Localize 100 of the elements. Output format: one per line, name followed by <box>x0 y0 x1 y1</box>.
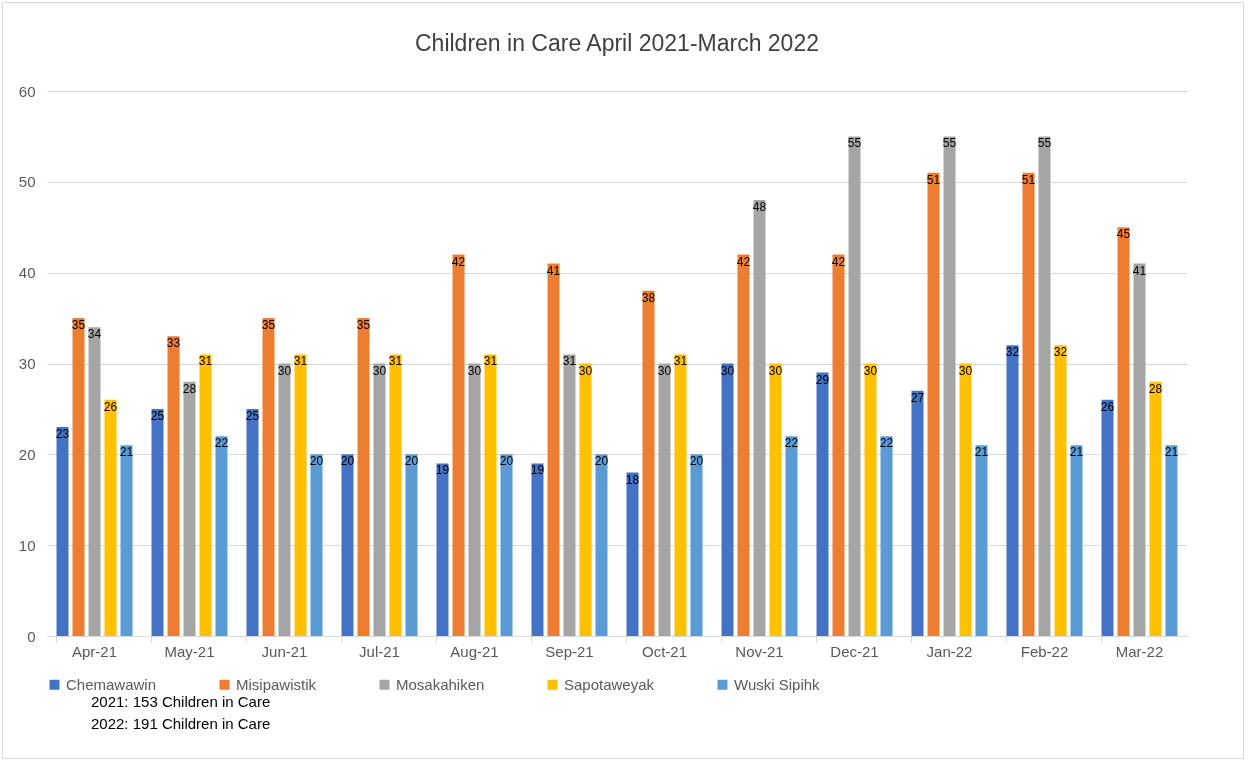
bar <box>626 472 639 636</box>
data-label: 30 <box>768 363 783 378</box>
legend-label: Misipawistik <box>236 675 317 693</box>
x-tick-label: Oct-21 <box>641 642 688 660</box>
data-label: 25 <box>150 408 165 423</box>
chart-title: Children in Care April 2021-March 2022 <box>415 30 819 56</box>
data-label: 21 <box>974 445 989 460</box>
data-label: 18 <box>625 472 640 487</box>
data-label: 42 <box>736 254 751 269</box>
bar <box>547 263 560 636</box>
bar <box>310 454 323 636</box>
data-label: 28 <box>182 381 197 396</box>
data-label: 30 <box>657 363 672 378</box>
y-tick-label: 20 <box>18 445 36 463</box>
bar <box>563 354 576 636</box>
x-tick-label: Apr-21 <box>71 642 118 660</box>
data-label: 35 <box>261 318 276 333</box>
data-label: 19 <box>530 463 545 478</box>
bar <box>120 445 133 636</box>
y-tick-label: 60 <box>18 82 36 100</box>
x-tick-label: May-21 <box>164 642 215 660</box>
data-label: 30 <box>720 363 735 378</box>
data-label: 31 <box>483 354 498 369</box>
x-tick-label: Aug-21 <box>450 642 499 660</box>
bar <box>436 463 449 636</box>
data-label: 38 <box>641 290 656 305</box>
bar <box>151 408 164 636</box>
bar <box>72 318 85 636</box>
bar <box>975 445 988 636</box>
bar <box>864 363 877 636</box>
legend-label: Wuski Sipihk <box>734 675 821 693</box>
x-tick-label: Jul-21 <box>359 642 400 660</box>
bar <box>943 136 956 636</box>
data-label: 35 <box>356 318 371 333</box>
data-label: 48 <box>752 200 767 214</box>
bar <box>167 336 180 636</box>
bar <box>531 463 544 636</box>
bar <box>1133 263 1146 636</box>
data-label: 31 <box>198 354 213 369</box>
bar <box>816 372 829 636</box>
bar <box>1038 136 1051 636</box>
data-label: 21 <box>1069 445 1084 460</box>
bar <box>721 363 734 636</box>
bar <box>579 363 592 636</box>
data-label: 20 <box>309 454 324 469</box>
y-tick-label: 50 <box>18 173 36 191</box>
data-label: 55 <box>942 136 957 151</box>
data-label: 30 <box>958 363 973 378</box>
data-label: 23 <box>55 427 70 442</box>
x-tick-label: Feb-22 <box>1020 642 1069 660</box>
bar <box>389 354 402 636</box>
bar <box>500 454 513 636</box>
data-label: 30 <box>578 363 593 378</box>
bar <box>357 318 370 636</box>
x-tick-label: Nov-21 <box>735 642 784 660</box>
x-tick-label: Sep-21 <box>545 642 594 660</box>
data-label: 29 <box>815 372 830 387</box>
bar <box>1070 445 1083 636</box>
data-label: 27 <box>910 390 925 405</box>
data-label: 51 <box>1021 172 1036 187</box>
bar <box>1165 445 1178 636</box>
bar <box>769 363 782 636</box>
data-label: 42 <box>451 254 466 269</box>
data-label: 20 <box>594 454 609 469</box>
data-label: 51 <box>926 172 941 187</box>
data-label: 22 <box>879 436 894 451</box>
data-label: 41 <box>546 263 561 278</box>
bar <box>278 363 291 636</box>
bar <box>1054 345 1067 636</box>
legend-label: Mosakahiken <box>396 675 485 693</box>
data-label: 25 <box>245 408 260 423</box>
text: 2021: 153 Children in Care <box>91 693 271 712</box>
x-tick-label: Dec-21 <box>830 642 879 660</box>
bar <box>199 354 212 636</box>
bar <box>911 390 924 636</box>
x-tick-label: Jan-22 <box>926 642 973 660</box>
data-label: 55 <box>1037 136 1052 151</box>
bar <box>959 363 972 636</box>
data-label: 21 <box>119 445 134 460</box>
bar <box>785 436 798 636</box>
data-label: 34 <box>87 327 102 342</box>
data-label: 22 <box>784 436 799 451</box>
bar <box>56 427 69 636</box>
text: 2022: 191 Children in Care <box>91 714 271 734</box>
data-label: 32 <box>1053 345 1068 360</box>
bar <box>1006 345 1019 636</box>
bar <box>1101 399 1114 636</box>
data-label: 35 <box>71 318 86 333</box>
bar <box>658 363 671 636</box>
data-label: 28 <box>1148 381 1163 396</box>
data-label: 21 <box>1164 445 1179 460</box>
data-label: 26 <box>1100 399 1115 414</box>
data-label: 31 <box>388 354 403 369</box>
data-label: 31 <box>673 354 688 369</box>
bar <box>1117 227 1130 636</box>
bar <box>405 454 418 636</box>
bar <box>848 136 861 636</box>
bar <box>595 454 608 636</box>
y-tick-label: 0 <box>27 627 36 645</box>
x-tick-label: Jun-21 <box>261 642 308 660</box>
